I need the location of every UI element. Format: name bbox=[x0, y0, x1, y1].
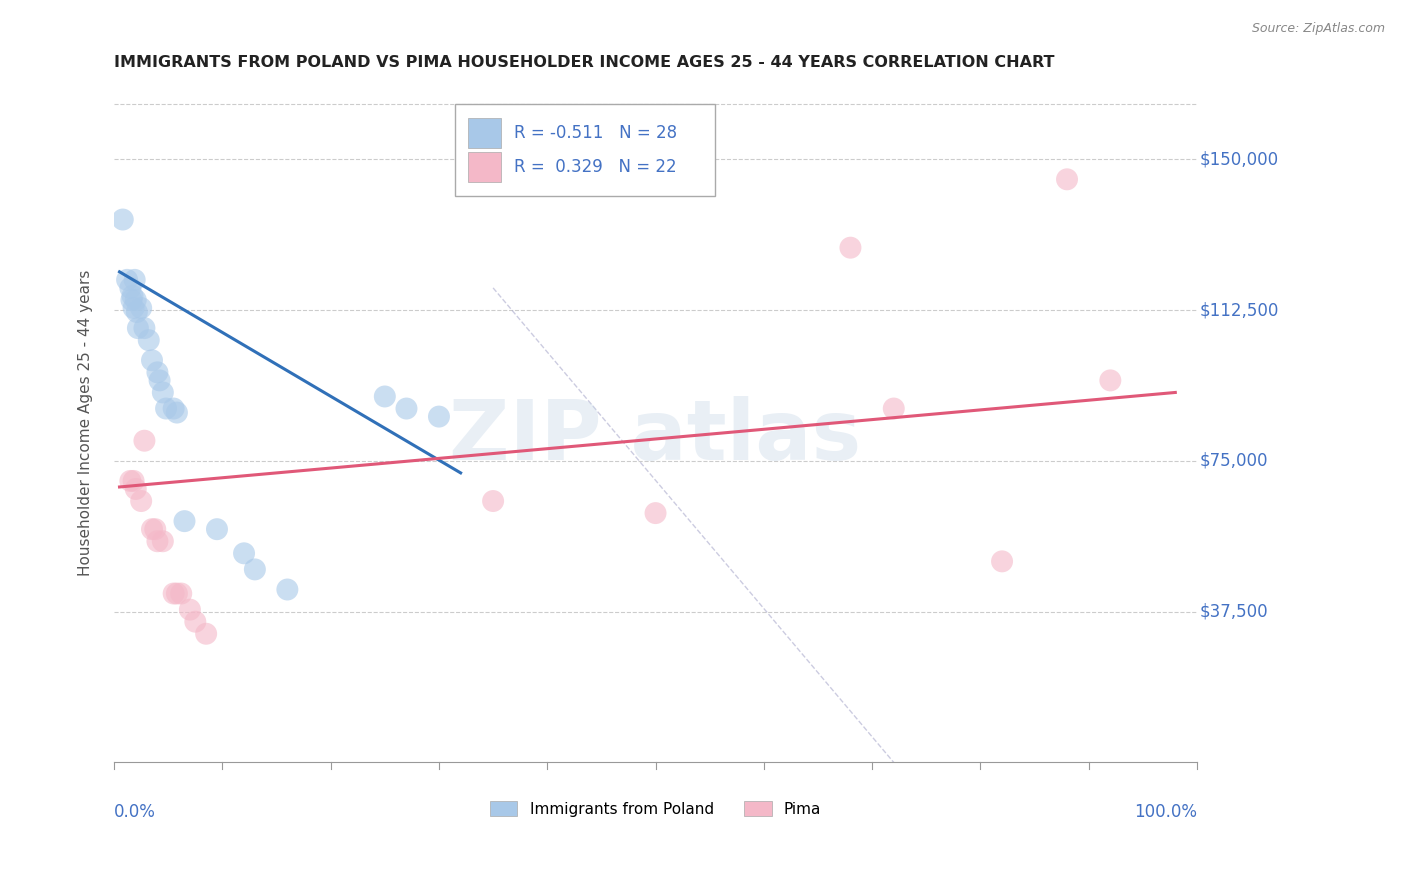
Text: IMMIGRANTS FROM POLAND VS PIMA HOUSEHOLDER INCOME AGES 25 - 44 YEARS CORRELATION: IMMIGRANTS FROM POLAND VS PIMA HOUSEHOLD… bbox=[114, 55, 1054, 70]
Point bbox=[1056, 172, 1078, 186]
Point bbox=[125, 293, 148, 307]
Point bbox=[127, 321, 149, 335]
Point bbox=[427, 409, 450, 424]
Point bbox=[124, 273, 146, 287]
Bar bbox=[468, 118, 501, 148]
Text: 100.0%: 100.0% bbox=[1135, 803, 1197, 822]
Point bbox=[111, 212, 134, 227]
Text: $37,500: $37,500 bbox=[1199, 603, 1268, 621]
Point bbox=[134, 321, 156, 335]
Point bbox=[146, 534, 169, 549]
Point bbox=[195, 626, 218, 640]
Point bbox=[122, 474, 145, 488]
Point bbox=[152, 534, 174, 549]
Point bbox=[120, 293, 142, 307]
Point bbox=[134, 434, 156, 448]
Point bbox=[233, 546, 256, 560]
Point bbox=[839, 241, 862, 255]
Point bbox=[141, 353, 163, 368]
Point bbox=[121, 289, 143, 303]
Text: $112,500: $112,500 bbox=[1199, 301, 1278, 319]
FancyBboxPatch shape bbox=[456, 104, 716, 195]
Point bbox=[644, 506, 666, 520]
Text: $150,000: $150,000 bbox=[1199, 150, 1278, 169]
Point bbox=[163, 586, 186, 600]
Bar bbox=[468, 152, 501, 182]
Point bbox=[395, 401, 418, 416]
Point bbox=[163, 401, 186, 416]
Point bbox=[374, 389, 396, 403]
Point bbox=[125, 482, 148, 496]
Text: Source: ZipAtlas.com: Source: ZipAtlas.com bbox=[1251, 22, 1385, 36]
Point bbox=[115, 273, 138, 287]
Point bbox=[122, 301, 145, 315]
Point bbox=[482, 494, 505, 508]
Point bbox=[120, 281, 142, 295]
Point bbox=[143, 522, 166, 536]
Point bbox=[166, 586, 188, 600]
Point bbox=[170, 586, 193, 600]
Point bbox=[205, 522, 228, 536]
Point bbox=[155, 401, 177, 416]
Point bbox=[149, 373, 172, 387]
Y-axis label: Householder Income Ages 25 - 44 years: Householder Income Ages 25 - 44 years bbox=[79, 270, 93, 576]
Point bbox=[141, 522, 163, 536]
Point bbox=[184, 615, 207, 629]
Text: ZIP atlas: ZIP atlas bbox=[450, 396, 862, 477]
Point bbox=[166, 406, 188, 420]
Point bbox=[125, 305, 148, 319]
Text: R = -0.511   N = 28: R = -0.511 N = 28 bbox=[513, 124, 676, 142]
Legend: Immigrants from Poland, Pima: Immigrants from Poland, Pima bbox=[484, 795, 827, 822]
Point bbox=[146, 365, 169, 379]
Point bbox=[179, 602, 201, 616]
Point bbox=[138, 333, 160, 347]
Point bbox=[883, 401, 905, 416]
Point bbox=[1099, 373, 1122, 387]
Point bbox=[243, 562, 266, 576]
Point bbox=[152, 385, 174, 400]
Text: R =  0.329   N = 22: R = 0.329 N = 22 bbox=[513, 158, 676, 176]
Point bbox=[120, 474, 142, 488]
Point bbox=[173, 514, 195, 528]
Text: 0.0%: 0.0% bbox=[114, 803, 156, 822]
Point bbox=[129, 301, 152, 315]
Point bbox=[991, 554, 1014, 568]
Point bbox=[129, 494, 152, 508]
Point bbox=[276, 582, 298, 597]
Text: $75,000: $75,000 bbox=[1199, 452, 1268, 470]
